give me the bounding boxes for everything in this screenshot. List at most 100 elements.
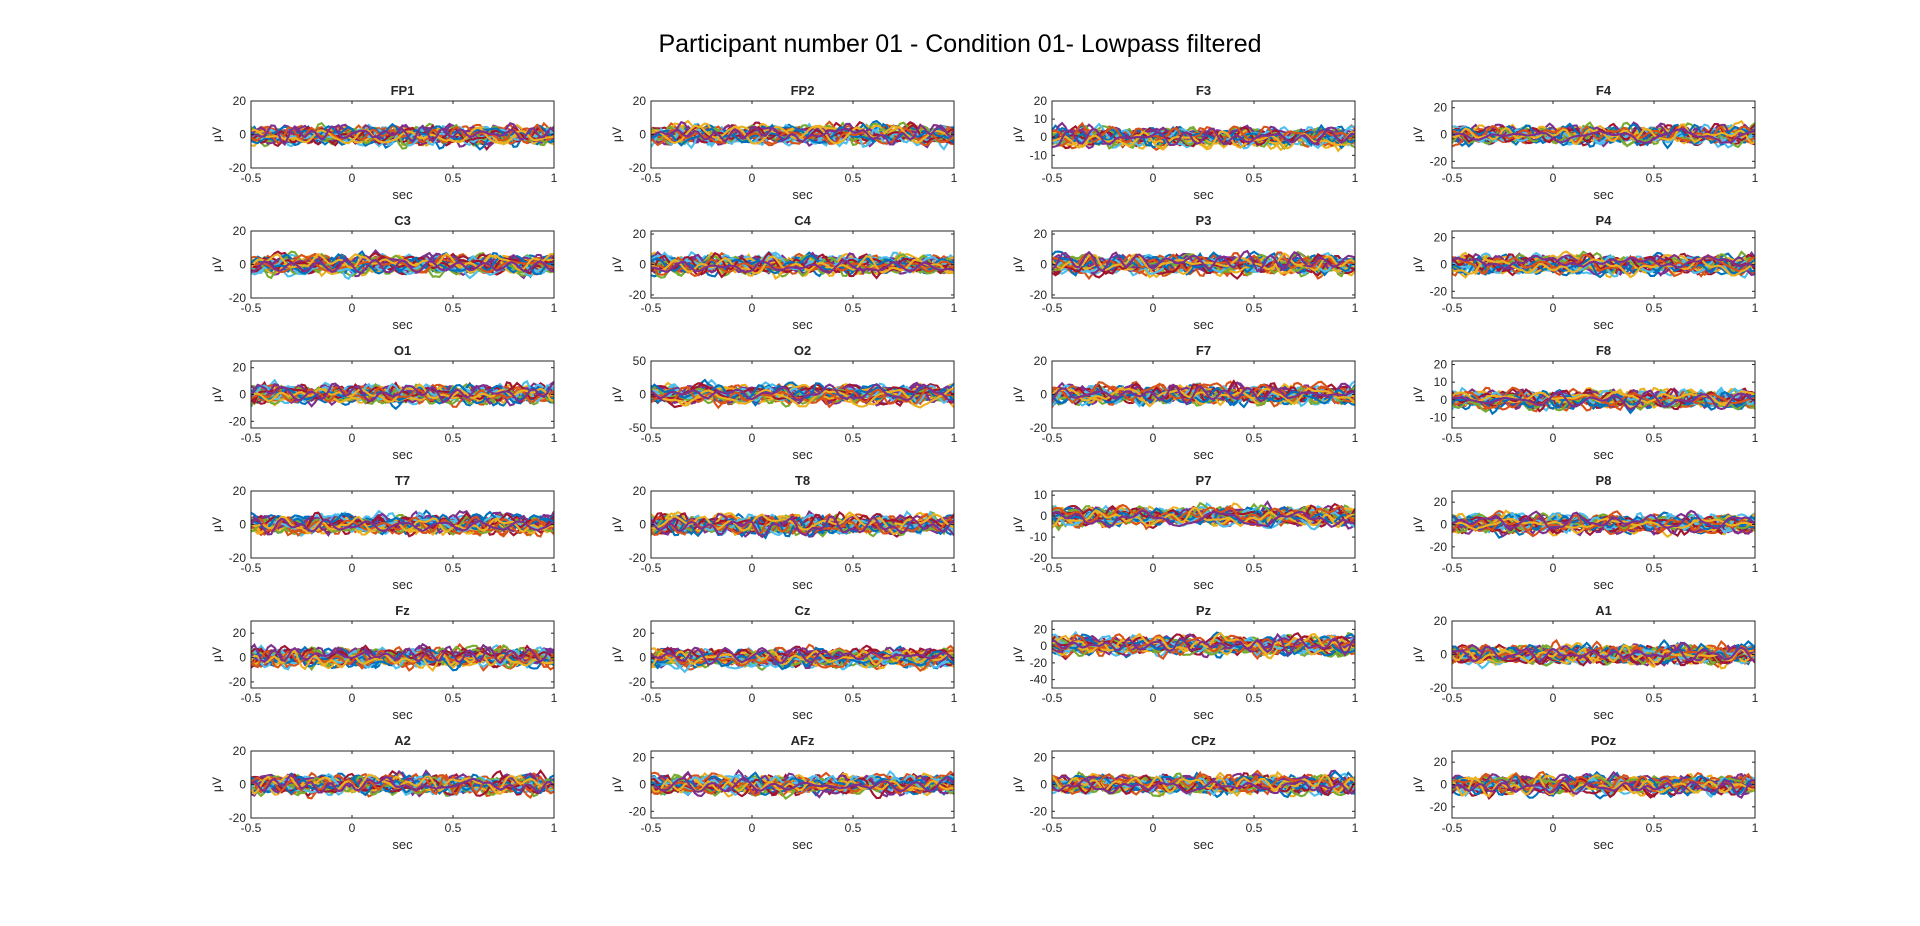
y-tick-label: 20: [633, 484, 647, 498]
y-tick-label: 20: [1034, 94, 1048, 108]
x-tick-label: 0: [1150, 431, 1157, 445]
y-axis-label: μV: [610, 777, 624, 792]
y-axis-label: μV: [610, 127, 624, 142]
x-tick-label: 0: [749, 171, 756, 185]
y-tick-label: 10: [1434, 375, 1448, 389]
y-axis-label: μV: [1411, 517, 1425, 532]
y-axis-label: μV: [610, 387, 624, 402]
trace-line: [651, 125, 954, 145]
y-axis-label: μV: [610, 257, 624, 272]
trace-line: [1452, 254, 1755, 270]
x-tick-label: 0.5: [445, 171, 462, 185]
trace-line: [651, 777, 954, 800]
y-tick-label: 20: [1434, 101, 1448, 115]
x-axis-label: sec: [1193, 317, 1214, 332]
y-tick-label: 0: [1040, 258, 1047, 272]
trace-line: [651, 259, 954, 275]
x-tick-label: 0.5: [1246, 691, 1263, 705]
y-tick-label: -20: [229, 551, 247, 565]
x-tick-label: 0: [1150, 301, 1157, 315]
y-tick-label: -50: [629, 421, 647, 435]
traces-f3: [1052, 121, 1355, 153]
x-axis-label: sec: [1193, 577, 1214, 592]
x-axis-label: sec: [1593, 187, 1614, 202]
y-tick-label: -20: [629, 675, 647, 689]
subplot-title-fz: Fz: [395, 603, 410, 618]
x-tick-label: 0.5: [845, 561, 862, 575]
trace-line: [651, 383, 954, 402]
subplot-o2: -0.5 0 0.5 1 -50 0 50 O2 sec μV: [610, 343, 958, 462]
trace-line: [1052, 773, 1355, 793]
trace-line: [1052, 777, 1355, 795]
trace-line: [1452, 775, 1755, 798]
trace-line: [651, 382, 954, 403]
y-tick-label: -20: [629, 804, 647, 818]
y-tick-label: 0: [639, 778, 646, 792]
y-tick-label: 20: [1434, 614, 1448, 628]
x-axis-label: sec: [392, 837, 413, 852]
subplot-title-c3: C3: [394, 213, 411, 228]
y-tick-label: -20: [629, 288, 647, 302]
x-tick-label: 0.5: [1646, 431, 1663, 445]
y-axis-label: μV: [1411, 647, 1425, 662]
axes-box-cz: [650, 620, 955, 689]
y-axis-label: μV: [1011, 517, 1025, 532]
y-tick-label: 20: [233, 484, 247, 498]
trace-line: [1052, 501, 1355, 523]
subplot-f8: -0.5 0 0.5 1 -10 0 10 20 F8 sec μV: [1411, 343, 1759, 462]
subplot-title-o2: O2: [794, 343, 811, 358]
x-tick-label: 0: [749, 561, 756, 575]
x-tick-label: 0: [749, 691, 756, 705]
x-tick-label: 0.5: [845, 821, 862, 835]
subplot-title-fp1: FP1: [391, 83, 415, 98]
traces-a1: [1452, 638, 1755, 670]
x-tick-label: 0: [349, 561, 356, 575]
x-tick-label: -0.5: [641, 171, 662, 185]
y-tick-label: 20: [633, 227, 647, 241]
trace-line: [1052, 632, 1355, 657]
y-tick-label: 0: [239, 518, 246, 532]
traces-f8: [1452, 386, 1755, 416]
y-tick-label: 0: [1040, 130, 1047, 144]
x-tick-label: -0.5: [641, 821, 662, 835]
x-tick-label: -0.5: [1042, 431, 1063, 445]
x-tick-label: 1: [951, 301, 958, 315]
x-tick-label: 0.5: [1246, 431, 1263, 445]
y-tick-label: 20: [633, 626, 647, 640]
subplot-t8: -0.5 0 0.5 1 -20 0 20 T8 sec μV: [610, 473, 958, 592]
x-tick-label: 1: [551, 821, 558, 835]
traces-t7: [251, 509, 554, 538]
x-tick-label: 0.5: [1646, 171, 1663, 185]
x-tick-label: 0.5: [1646, 821, 1663, 835]
x-tick-label: 0: [349, 691, 356, 705]
y-tick-label: -20: [1030, 421, 1048, 435]
trace-line: [651, 123, 954, 146]
traces-poz: [1452, 770, 1755, 801]
x-axis-label: sec: [1193, 187, 1214, 202]
y-tick-label: 0: [239, 388, 246, 402]
y-axis-label: μV: [210, 777, 224, 792]
axes-box-f8: [1451, 360, 1756, 429]
y-tick-label: 0: [639, 128, 646, 142]
traces-cpz: [1052, 769, 1355, 799]
x-tick-label: 1: [551, 431, 558, 445]
y-tick-label: -20: [1430, 284, 1448, 298]
y-tick-label: -20: [1030, 804, 1048, 818]
x-tick-label: 1: [1352, 691, 1359, 705]
x-tick-label: 1: [951, 691, 958, 705]
traces-p8: [1452, 509, 1755, 539]
subplot-p7: -0.5 0 0.5 1 -20 -10 0 10 P7 sec μV: [1011, 473, 1359, 592]
y-axis-label: μV: [210, 257, 224, 272]
y-axis-label: μV: [1411, 387, 1425, 402]
trace-line: [1452, 776, 1755, 799]
y-tick-label: 20: [1034, 751, 1048, 765]
traces-fp2: [651, 119, 954, 151]
trace-line: [251, 649, 554, 673]
y-axis-label: μV: [1011, 777, 1025, 792]
trace-line: [251, 126, 554, 145]
x-tick-label: 0: [1150, 171, 1157, 185]
trace-line: [251, 643, 554, 665]
y-tick-label: 0: [239, 258, 246, 272]
trace-line: [1452, 644, 1755, 664]
